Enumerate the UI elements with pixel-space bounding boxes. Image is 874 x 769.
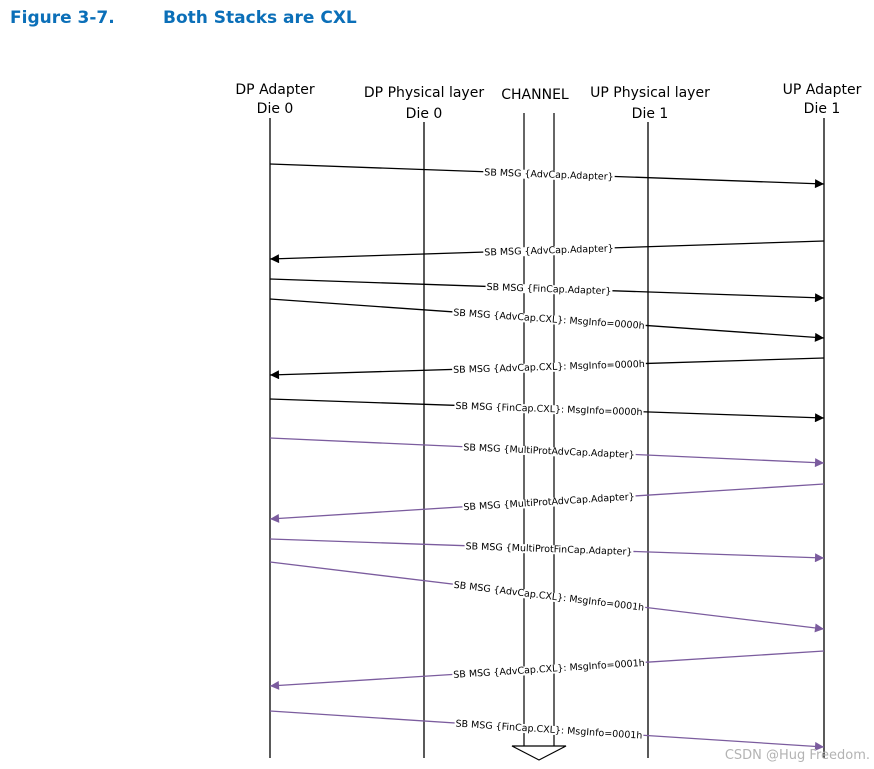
message-label: SB MSG {AdvCap.Adapter} xyxy=(484,243,614,258)
message-label-background xyxy=(483,168,615,182)
message-label-background xyxy=(452,359,646,375)
message-arrow: SB MSG {AdvCap.Adapter} xyxy=(269,240,825,264)
message-arrow: SB MSG {AdvCap.CXL}: MsgInfo=0000h xyxy=(269,357,825,380)
message-label: SB MSG {MultiProtAdvCap.Adapter} xyxy=(463,491,635,513)
message-arrow: SB MSG {FinCap.CXL}: MsgInfo=0000h xyxy=(269,398,825,423)
message-arrow: SB MSG {AdvCap.CXL}: MsgInfo=0000h xyxy=(269,298,825,342)
message-label: SB MSG {AdvCap.CXL}: MsgInfo=0000h xyxy=(453,307,645,331)
message-label: SB MSG {FinCap.Adapter} xyxy=(486,282,611,297)
message-arrow: SB MSG {AdvCap.CXL}: MsgInfo=0001h xyxy=(269,561,825,633)
message-arrow: SB MSG {FinCap.Adapter} xyxy=(269,278,825,303)
lifelines xyxy=(269,113,825,758)
message-label-background xyxy=(454,719,644,741)
figure-title: Both Stacks are CXL xyxy=(163,8,357,28)
lane-sublabel-up-phy: Die 1 xyxy=(632,106,669,122)
message-label-background xyxy=(452,658,647,680)
message-label-background xyxy=(485,282,613,297)
lane-labels: DP Adapter Die 0 DP Physical layer Die 0 CHA… xyxy=(235,82,861,122)
message-label: SB MSG {AdvCap.CXL}: MsgInfo=0001h xyxy=(453,580,645,614)
message-label: SB MSG {FinCap.CXL}: MsgInfo=0001h xyxy=(455,719,642,742)
lane-sublabel-dp-phy: Die 0 xyxy=(406,106,443,122)
message-arrow: SB MSG {AdvCap.Adapter} xyxy=(269,163,825,189)
lane-label-up-phy: UP Physical layer xyxy=(590,85,710,101)
messages: SB MSG {AdvCap.Adapter} SB MSG {AdvCap.Ad… xyxy=(269,163,825,751)
message-arrow: SB MSG {FinCap.CXL}: MsgInfo=0001h xyxy=(269,710,825,751)
message-label: SB MSG {AdvCap.Adapter} xyxy=(484,167,614,183)
message-label-background xyxy=(462,492,636,513)
message-label: SB MSG {FinCap.CXL}: MsgInfo=0000h xyxy=(455,401,642,418)
lane-sublabel-dp-adapter: Die 0 xyxy=(257,101,294,117)
figure-caption: Figure 3-7. Both Stacks are CXL xyxy=(10,8,357,28)
message-label-background xyxy=(462,443,636,460)
message-label-background xyxy=(454,401,644,418)
lane-label-dp-adapter: DP Adapter xyxy=(235,82,314,98)
lane-sublabel-up-adapter: Die 1 xyxy=(804,101,841,117)
message-label: SB MSG {AdvCap.CXL}: MsgInfo=0001h xyxy=(453,658,645,681)
lane-label-up-adapter: UP Adapter xyxy=(783,82,862,98)
figure-number: Figure 3-7. xyxy=(10,8,115,28)
message-label: SB MSG {MultiProtFinCap.Adapter} xyxy=(465,541,632,558)
lane-label-dp-phy: DP Physical layer xyxy=(364,85,484,101)
message-label-background xyxy=(464,542,634,557)
message-label-background xyxy=(451,308,646,331)
message-label-background xyxy=(452,580,646,613)
message-arrow: SB MSG {AdvCap.CXL}: MsgInfo=0001h xyxy=(269,650,825,690)
message-label: SB MSG {MultiProtAdvCap.Adapter} xyxy=(463,442,635,461)
message-arrow: SB MSG {MultiProtAdvCap.Adapter} xyxy=(269,483,825,523)
message-label-background xyxy=(483,244,615,258)
message-arrow: SB MSG {MultiProtAdvCap.Adapter} xyxy=(269,437,825,468)
channel-arrow xyxy=(511,745,567,761)
channel-down-arrow-icon xyxy=(511,745,567,761)
watermark: CSDN @Hug Freedom. xyxy=(724,748,870,763)
lane-label-channel: CHANNEL xyxy=(501,87,569,103)
message-arrow: SB MSG {MultiProtFinCap.Adapter} xyxy=(269,538,825,563)
message-label: SB MSG {AdvCap.CXL}: MsgInfo=0000h xyxy=(453,359,645,376)
